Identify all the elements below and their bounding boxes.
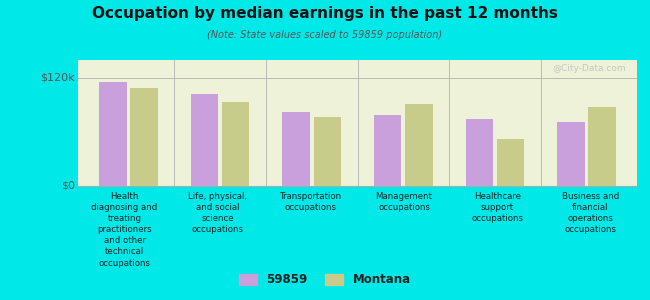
Text: Business and
financial
operations
occupations: Business and financial operations occupa… [562, 192, 619, 234]
Text: @City-Data.com: @City-Data.com [552, 64, 626, 73]
Bar [374, 115, 402, 186]
Text: Management
occupations: Management occupations [376, 192, 433, 212]
Bar [405, 104, 433, 186]
Bar [222, 102, 250, 186]
Bar [99, 82, 127, 186]
Text: $0: $0 [60, 181, 75, 191]
Bar [497, 139, 525, 186]
Bar [557, 122, 585, 186]
Legend: 59859, Montana: 59859, Montana [235, 269, 415, 291]
Text: Life, physical,
and social
science
occupations: Life, physical, and social science occup… [188, 192, 247, 234]
Bar [282, 112, 310, 186]
Text: (Note: State values scaled to 59859 population): (Note: State values scaled to 59859 popu… [207, 30, 443, 40]
Bar [465, 119, 493, 186]
Bar [313, 117, 341, 186]
Text: $120k: $120k [40, 73, 75, 83]
Bar [190, 94, 218, 186]
Text: Healthcare
support
occupations: Healthcare support occupations [471, 192, 523, 223]
Bar [588, 107, 616, 186]
Text: Occupation by median earnings in the past 12 months: Occupation by median earnings in the pas… [92, 6, 558, 21]
Bar [130, 88, 158, 186]
Text: Health
diagnosing and
treating
practitioners
and other
technical
occupations: Health diagnosing and treating practitio… [92, 192, 158, 268]
Text: Transportation
occupations: Transportation occupations [280, 192, 342, 212]
